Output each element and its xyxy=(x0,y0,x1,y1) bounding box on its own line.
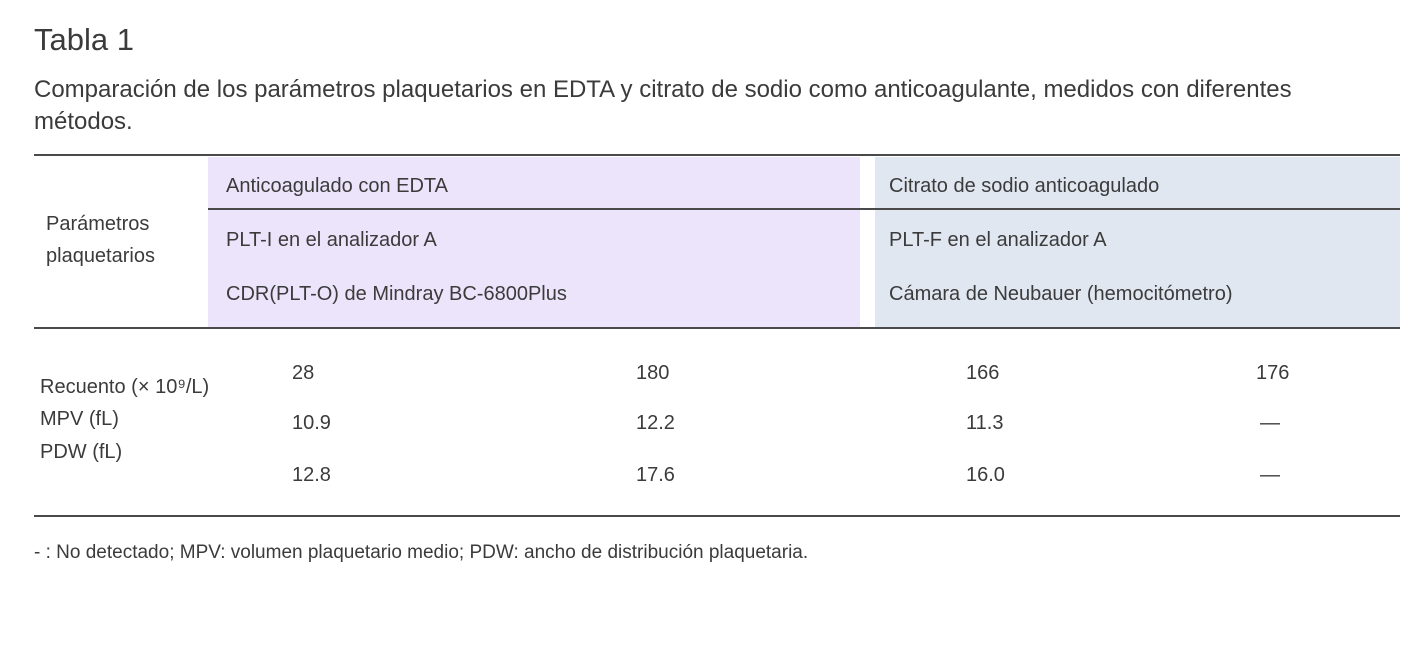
cell: 10.9 xyxy=(292,412,331,434)
row-label-pdw: PDW (fL) xyxy=(40,441,123,463)
cell: — xyxy=(1260,412,1280,434)
top-rule xyxy=(34,154,1400,156)
group-rule xyxy=(208,208,1400,210)
bottom-rule xyxy=(34,515,1400,517)
cell: 11.3 xyxy=(966,412,1004,434)
method-cdr: CDR(PLT-O) de Mindray BC-6800Plus xyxy=(226,283,567,305)
cell: 17.6 xyxy=(636,464,675,486)
cell: 28 xyxy=(292,362,315,384)
row-header-line2: plaquetarios xyxy=(46,245,155,267)
cell: 180 xyxy=(636,362,670,384)
method-plt-f: PLT-F en el analizador A xyxy=(889,229,1107,251)
group-edta: Anticoagulado con EDTA xyxy=(226,175,448,197)
edta-header-bg xyxy=(208,157,860,328)
table-title: Tabla 1 xyxy=(34,22,134,57)
cell: 166 xyxy=(966,362,1000,384)
cell: 12.8 xyxy=(292,464,331,486)
citrate-header-bg xyxy=(875,157,1400,328)
table-caption: Comparación de los parámetros plaquetari… xyxy=(34,76,1292,135)
cell: 12.2 xyxy=(636,412,675,434)
row-label-mpv: MPV (fL) xyxy=(40,408,119,430)
row-header-line1: Parámetros xyxy=(46,213,150,235)
cell: 16.0 xyxy=(966,464,1005,486)
method-neubauer: Cámara de Neubauer (hemocitómetro) xyxy=(889,283,1233,305)
table-footnote: - : No detectado; MPV: volumen plaquetar… xyxy=(34,542,809,563)
cell: 176 xyxy=(1256,362,1290,384)
group-citrate: Citrato de sodio anticoagulado xyxy=(889,175,1160,197)
method-plt-i: PLT-I en el analizador A xyxy=(226,229,437,251)
row-label-count: Recuento (× 10⁹/L) xyxy=(40,376,210,398)
header-bottom-rule xyxy=(34,327,1400,329)
cell: — xyxy=(1260,464,1280,486)
